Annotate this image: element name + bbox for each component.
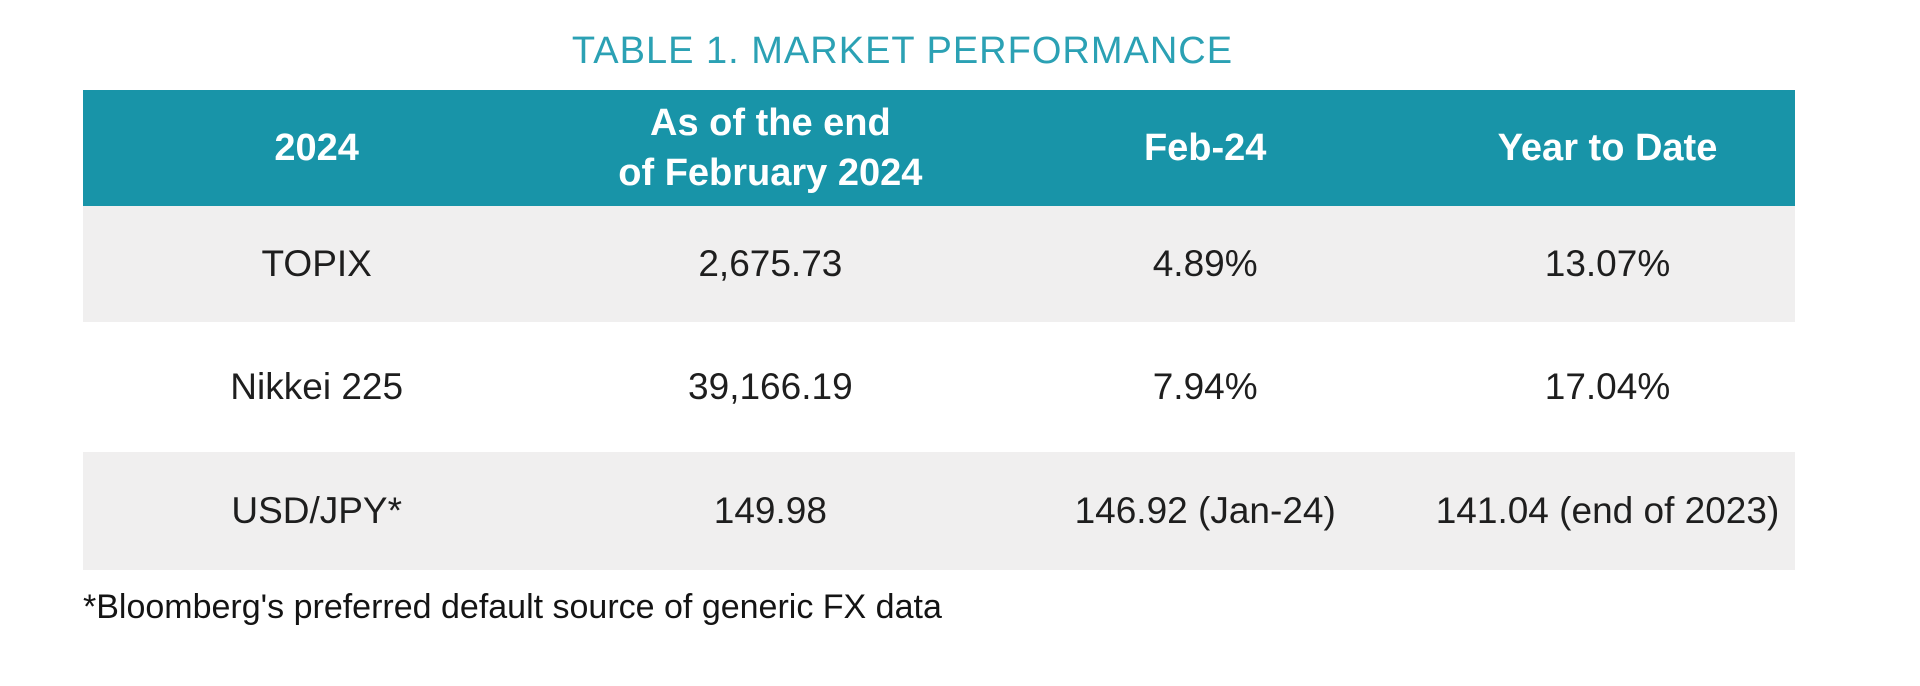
header-label: As of the end [650, 102, 891, 144]
cell-nikkei-end-feb: 39,166.19 [688, 366, 853, 407]
cell-topix-end-feb: 2,675.73 [698, 243, 843, 284]
cell-topix-label: TOPIX [261, 243, 372, 284]
market-performance-table: 2024 As of the end of February 2024 Feb-2… [83, 90, 1795, 570]
cell-usdjpy-label: USD/JPY* [231, 490, 403, 531]
table-row-usdjpy: USD/JPY* 149.98 146.92 (Jan-24) 141.04 (… [83, 452, 1795, 570]
cell-usdjpy-feb24: 146.92 (Jan-24) [1074, 490, 1336, 531]
table-footnote: *Bloomberg's preferred default source of… [83, 588, 942, 626]
header-label: 2024 [274, 127, 359, 169]
table-title: TABLE 1. MARKET PERFORMANCE [571, 30, 1234, 72]
cell-usdjpy-end-feb: 149.98 [713, 490, 827, 531]
cell-topix-ytd: 13.07% [1544, 243, 1671, 284]
table-row-nikkei: Nikkei 225 39,166.19 7.94% 17.04% [83, 322, 1795, 452]
header-cell-end-of-february: As of the end of February 2024 [550, 90, 990, 206]
header-cell-year: 2024 [83, 90, 550, 206]
cell-usdjpy-ytd: 141.04 (end of 2023) [1435, 490, 1780, 531]
cell-nikkei-feb24: 7.94% [1152, 366, 1258, 407]
header-label-line2: of February 2024 [618, 152, 923, 194]
table-header-row: 2024 As of the end of February 2024 Feb-2… [83, 90, 1795, 206]
header-label: Year to Date [1497, 127, 1718, 169]
cell-topix-feb24: 4.89% [1152, 243, 1258, 284]
cell-nikkei-label: Nikkei 225 [230, 366, 404, 407]
cell-nikkei-ytd: 17.04% [1544, 366, 1671, 407]
header-cell-feb-24: Feb-24 [990, 90, 1420, 206]
header-cell-year-to-date: Year to Date [1420, 90, 1795, 206]
header-label: Feb-24 [1143, 127, 1267, 169]
table-row-topix: TOPIX 2,675.73 4.89% 13.07% [83, 206, 1795, 322]
